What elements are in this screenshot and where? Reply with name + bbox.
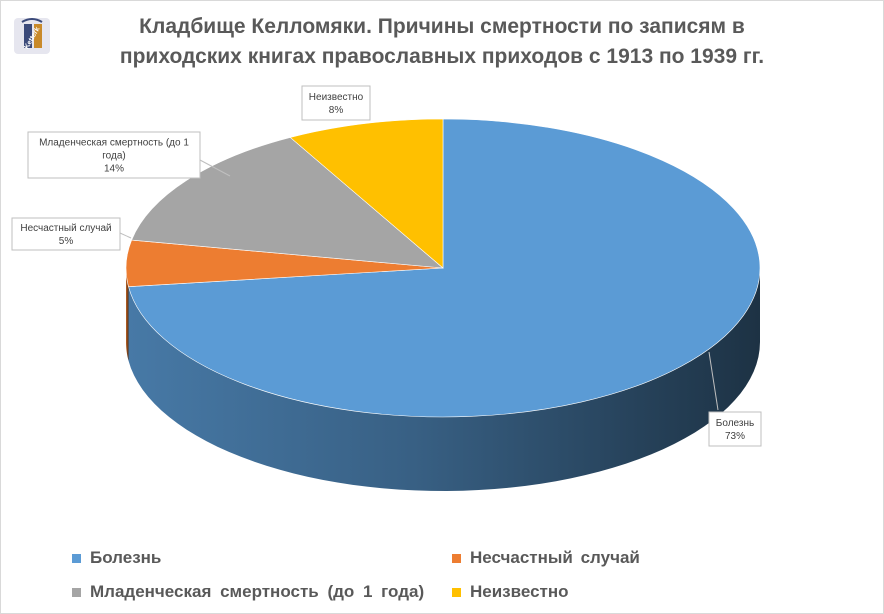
data-label-name-2: Младенческая смертность (до 1: [39, 138, 189, 149]
data-label-box-2: [27, 131, 201, 179]
pie-slice-2: [131, 137, 444, 269]
leader-line-1: [119, 232, 132, 239]
chart-title: Кладбище Келломяки. Причины смертности п…: [80, 12, 804, 72]
chart-title-line-2: приходских книгах православных приходов …: [119, 45, 765, 68]
data-label-box-1: [11, 217, 121, 251]
data-label-name-2: года): [102, 151, 126, 162]
museum-logo-icon: Ketterk: [14, 18, 50, 54]
data-label-name-0: Болезнь: [716, 418, 754, 429]
pie-slice-3: [289, 118, 444, 269]
data-label-box-3: [301, 85, 371, 121]
leader-line-0: [708, 351, 719, 411]
data-label-pct-3: 8%: [329, 105, 344, 116]
data-label-pct-0: 73%: [725, 431, 745, 442]
pie-side-1: [126, 268, 129, 361]
chart-title-line-1: Кладбище Келломяки. Причины смертности п…: [139, 15, 745, 38]
pie-side-0: [128, 268, 760, 491]
pie-slice-0: [128, 118, 761, 418]
data-label-name-1: Несчастный случай: [20, 223, 111, 234]
data-label-name-3: Неизвестно: [309, 92, 364, 103]
leader-line-2: [199, 159, 231, 177]
data-label-pct-2: 14%: [104, 164, 124, 175]
data-label-box-0: [708, 411, 762, 447]
data-label-pct-1: 5%: [59, 236, 74, 247]
